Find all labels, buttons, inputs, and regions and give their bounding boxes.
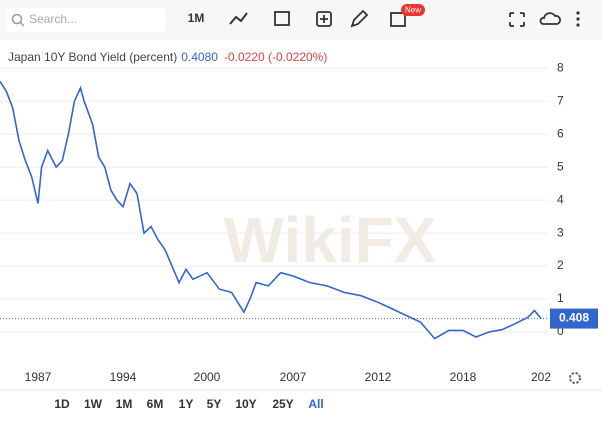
y-tick-label: 7 — [557, 93, 564, 107]
calendar-icon[interactable] — [274, 11, 290, 26]
x-tick-label: 1994 — [110, 370, 137, 384]
search-box[interactable] — [6, 8, 166, 32]
range-button[interactable]: 6M — [147, 397, 164, 411]
x-tick-label: 2018 — [450, 370, 477, 384]
y-tick-label: 0 — [557, 324, 564, 338]
range-button[interactable]: All — [308, 397, 323, 411]
series-line — [0, 80, 542, 340]
search-icon — [19, 21, 25, 27]
interval-button[interactable]: 1M — [188, 11, 205, 25]
x-tick-label: 2012 — [365, 370, 392, 384]
watermark: WikiFX — [224, 204, 437, 276]
y-tick-label: 1 — [557, 291, 564, 305]
menu-icon[interactable] — [576, 11, 580, 15]
badge — [401, 4, 425, 16]
legend-value: 0.4080 — [181, 50, 218, 64]
indicator-icon — [320, 15, 328, 23]
draw-icon[interactable] — [350, 9, 369, 28]
range-button[interactable]: 5Y — [207, 397, 222, 411]
indicator-icon[interactable] — [316, 11, 332, 27]
download-icon[interactable] — [539, 12, 561, 25]
x-tick-label: 2007 — [280, 370, 307, 384]
range-button[interactable]: 1Y — [179, 397, 194, 411]
x-tick-label: 1987 — [25, 370, 52, 384]
menu-icon — [576, 17, 580, 21]
x-tick-label: 2000 — [194, 370, 221, 384]
last-price-label: 0.408 — [559, 311, 589, 325]
range-button[interactable]: 1W — [84, 397, 103, 411]
range-button[interactable]: 1M — [116, 397, 133, 411]
y-tick-label: 6 — [557, 126, 564, 140]
legend-title: Japan 10Y Bond Yield (percent) — [8, 50, 177, 64]
y-tick-label: 2 — [557, 258, 564, 272]
range-button[interactable]: 10Y — [235, 397, 256, 411]
settings-icon[interactable] — [569, 372, 581, 384]
badge-text: New — [405, 6, 421, 15]
search-placeholder[interactable]: Search... — [29, 12, 77, 26]
y-tick-label: 5 — [557, 159, 564, 173]
range-button[interactable]: 25Y — [272, 397, 293, 411]
fullscreen-icon[interactable] — [509, 12, 525, 27]
range-button[interactable]: 1D — [54, 397, 70, 411]
search-icon — [11, 13, 23, 25]
x-tick-label: 202 — [531, 370, 551, 384]
y-tick-label: 8 — [557, 60, 564, 74]
last-price-badge — [550, 308, 598, 329]
chart-type-icon[interactable] — [229, 12, 248, 25]
y-tick-label: 3 — [557, 225, 564, 239]
event-icon[interactable] — [390, 12, 406, 27]
menu-icon — [576, 23, 580, 27]
legend-change: -0.0220 (-0.0220%) — [224, 50, 327, 64]
y-tick-label: 4 — [557, 192, 564, 206]
